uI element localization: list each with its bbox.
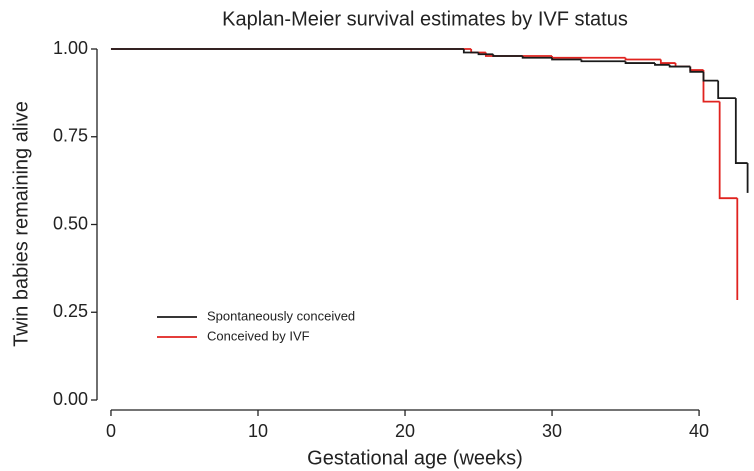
x-axis-label: Gestational age (weeks) (307, 447, 523, 469)
y-tick-label: 0.75 (53, 126, 88, 146)
chart-title: Kaplan-Meier survival estimates by IVF s… (222, 8, 628, 30)
survival-step (624, 57, 661, 61)
survival-step (689, 66, 704, 71)
survival-step (551, 56, 626, 59)
survival-step (580, 59, 626, 63)
survival-step (668, 64, 691, 68)
y-tick-label: 1.00 (53, 38, 88, 58)
survival-step (718, 101, 738, 200)
legend-label: Conceived by IVF (207, 328, 310, 343)
survival-step (521, 56, 553, 59)
x-tick-label: 40 (689, 421, 709, 441)
survival-step (492, 54, 523, 57)
survival-step (462, 49, 479, 54)
survival-step (477, 52, 494, 56)
survival-step (624, 61, 655, 64)
y-tick-label: 0.25 (53, 301, 88, 321)
x-tick-label: 10 (248, 421, 268, 441)
survival-step (689, 66, 704, 73)
x-tick-label: 30 (542, 421, 562, 441)
survival-step (551, 57, 582, 61)
survival-step (654, 63, 670, 66)
survival-step (702, 71, 719, 82)
survival-step (702, 70, 720, 103)
legend-label: Spontaneously conceived (207, 308, 355, 323)
survival-step (659, 59, 676, 64)
y-tick-label: 0.00 (53, 389, 88, 409)
survival-step (717, 80, 736, 100)
y-tick-label: 0.50 (53, 213, 88, 233)
y-axis-label: Twin babies remaining alive (10, 101, 32, 347)
x-tick-label: 20 (395, 421, 415, 441)
x-tick-label: 0 (106, 421, 116, 441)
survival-step (734, 98, 748, 164)
